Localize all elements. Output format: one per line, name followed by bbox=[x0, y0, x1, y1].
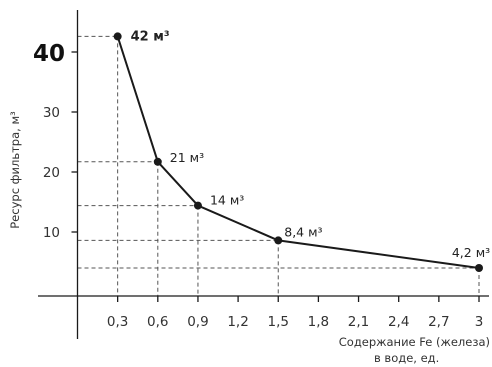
y-tick-label: 20 bbox=[43, 165, 60, 181]
x-tick-label: 2,7 bbox=[428, 314, 449, 330]
x-axis-title-line-2: в воде, ед. bbox=[374, 351, 439, 365]
x-axis-title-line-1: Содержание Fe (железа) bbox=[339, 335, 490, 349]
data-label: 4,2 м³ bbox=[452, 245, 490, 260]
x-tick-label: 2,4 bbox=[388, 314, 409, 330]
data-label: 14 м³ bbox=[210, 193, 244, 208]
x-tick-label: 0,6 bbox=[147, 314, 168, 330]
y-axis-title: Ресурс фильтра, м³ bbox=[8, 111, 22, 229]
x-tick-label: 1,2 bbox=[227, 314, 248, 330]
data-points bbox=[113, 32, 483, 272]
data-point bbox=[274, 236, 283, 245]
guide-lines bbox=[77, 35, 480, 296]
data-point bbox=[113, 32, 122, 41]
x-tick-label: 0,9 bbox=[187, 314, 208, 330]
x-tick-label: 3 bbox=[475, 314, 484, 330]
x-tick-label: 1,8 bbox=[308, 314, 329, 330]
x-tick-label: 1,5 bbox=[268, 314, 289, 330]
data-label: 42 м³ bbox=[131, 29, 170, 44]
tick-labels: 0,3 0,6 0,9 1,2 1,5 1,8 2,1 2,4 2,7 3 10 20 30 40 bbox=[33, 41, 483, 330]
data-label: 21 м³ bbox=[170, 150, 204, 165]
x-tick-label: 0,3 bbox=[107, 314, 128, 330]
x-tick-label: 2,1 bbox=[348, 314, 369, 330]
data-point bbox=[475, 264, 483, 272]
y-tick-label: 30 bbox=[43, 105, 60, 121]
y-tick-label-highlight: 40 bbox=[33, 41, 65, 67]
data-point bbox=[193, 201, 202, 210]
data-point bbox=[153, 157, 162, 166]
data-label: 8,4 м³ bbox=[284, 224, 322, 239]
axes bbox=[38, 10, 489, 339]
data-labels: 42 м³ 21 м³ 14 м³ 8,4 м³ 4,2 м³ bbox=[131, 29, 490, 260]
y-tick-label: 10 bbox=[43, 225, 60, 241]
tick-marks bbox=[71, 51, 480, 302]
